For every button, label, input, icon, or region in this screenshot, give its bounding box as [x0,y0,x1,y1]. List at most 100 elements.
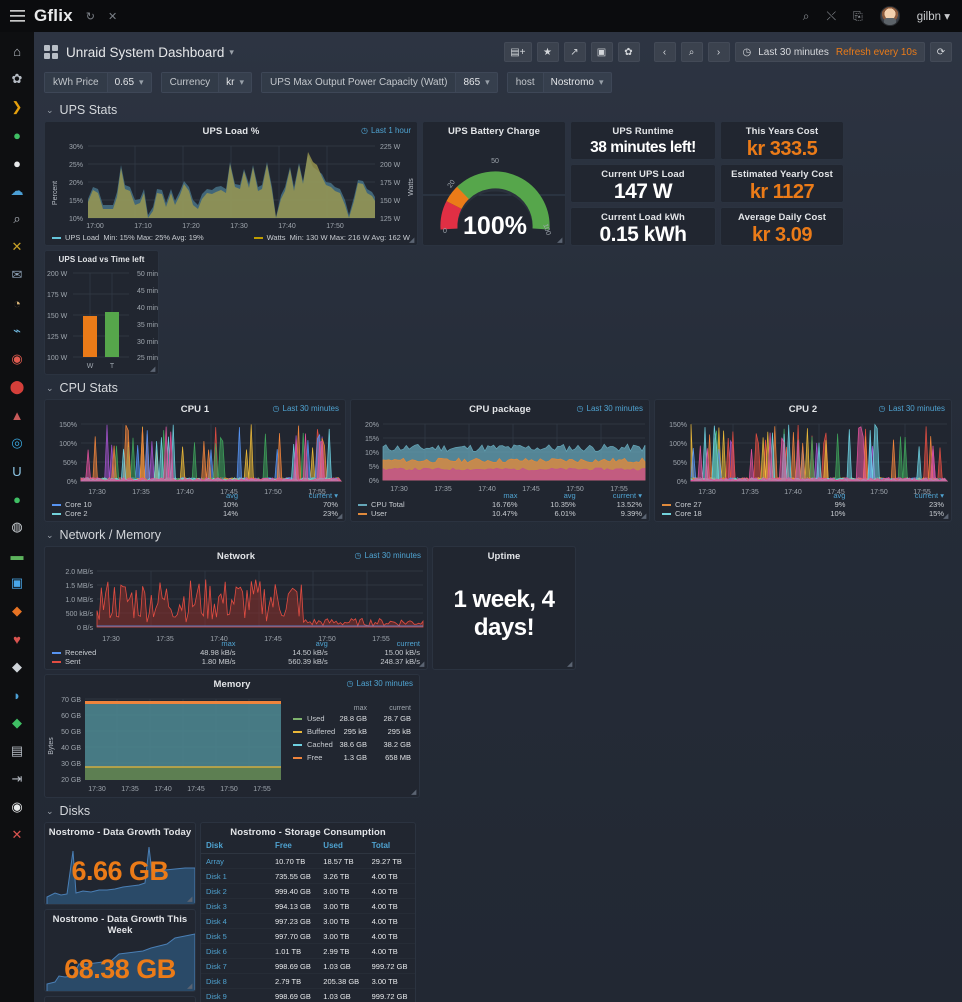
sidebar-item-tautulli[interactable]: ◔ [13,295,21,311]
panel-ups-runtime[interactable]: UPS Runtime 38 minutes left! [570,121,716,160]
row-header-ups-stats[interactable]: ⌄ UPS Stats [34,97,962,121]
panel-uptime[interactable]: Uptime 1 week, 4 days! ◢ [432,546,576,670]
resize-handle[interactable]: ◢ [409,237,415,244]
save-button[interactable]: ▣ [590,42,613,62]
resize-handle[interactable]: ◢ [419,661,425,668]
shuffle-icon[interactable]: ⤬ [826,8,837,23]
sidebar-item-disc[interactable]: ◍ [11,519,23,534]
panel-cpu1[interactable]: CPU 1 ◷ Last 30 minutes 150% 100% 50% 0% 17:… [44,399,346,522]
resize-handle[interactable]: ◢ [187,983,193,990]
resize-handle[interactable]: ◢ [187,896,193,903]
table-row[interactable]: Disk 6 1.01 TB 2.99 TB 4.00 TB [201,943,415,959]
sidebar-item-duck[interactable]: ● [13,491,21,507]
legend-row[interactable]: Core 18 10% 15% [661,509,945,518]
legend-header[interactable]: avg [833,491,846,500]
legend-row[interactable]: User 10.47% 6.01% 9.39% [357,509,643,518]
panel-estimated-yearly-cost[interactable]: Estimated Yearly Cost kr 1127 [720,164,844,203]
panel-ups-battery-charge[interactable]: UPS Battery Charge 50 20 0 100 100% ◢ [422,121,566,246]
resize-handle[interactable]: ◢ [641,513,647,520]
sidebar-item-alert[interactable]: ✕ [11,827,23,842]
resize-handle[interactable]: ◢ [557,237,563,244]
settings-button[interactable]: ✿ [617,42,640,62]
sidebar-item-graph[interactable]: ⌁ [13,323,21,338]
time-back-button[interactable]: ‹ [653,42,676,62]
table-row[interactable]: Disk 7 998.69 GB 1.03 GB 999.72 GB [201,958,415,974]
legend-item[interactable]: UPS Load Min: 15% Max: 25% Avg: 19% [51,233,228,242]
table-row[interactable]: Disk 4 997.23 GB 3.00 TB 4.00 TB [201,913,415,929]
sidebar-item-heart[interactable]: ♥ [13,631,21,647]
resize-handle[interactable]: ◢ [943,513,949,520]
sidebar-item-settings[interactable]: ✿ [11,71,23,86]
sidebar-item-handbrake[interactable]: U [12,463,22,479]
sidebar-item-pin[interactable]: ⬤ [9,379,25,394]
row-header-network-memory[interactable]: ⌄ Network / Memory [34,522,962,546]
panel-memory[interactable]: Memory ◷ Last 30 minutes 70 GB 60 GB 50 GB 4… [44,674,420,798]
legend-row[interactable]: CPU Total 16.76% 10.35% 13.52% [357,500,643,509]
variable-kwh-price[interactable]: kWh Price 0.65 ▾ [44,72,152,93]
panel-storage-consumption[interactable]: Nostromo - Storage Consumption Disk Free U… [200,822,416,1002]
variable-host[interactable]: host Nostromo ▾ [506,72,612,93]
legend-item[interactable]: Watts Min: 130 W Max: 216 W Avg: 162 W [228,233,411,242]
add-panel-button[interactable]: ▤+ [504,42,532,62]
sidebar-item-deluge[interactable]: ▬ [10,547,24,563]
row-header-disks[interactable]: ⌄ Disks [34,798,962,822]
username-label[interactable]: gilbn ▾ [917,9,950,23]
time-forward-button[interactable]: › [707,42,730,62]
sidebar-item-search[interactable]: ⌕ [13,211,21,226]
legend-header[interactable]: current ▾ [612,491,642,500]
panel-growth-month[interactable]: Nostromo - Data Growth This Month 178.64… [44,996,196,1002]
panel-growth-today[interactable]: Nostromo - Data Growth Today 6.66 GB ◢ [44,822,196,905]
legend-row[interactable]: Received 48.98 kB/s 14.50 kB/s 15.00 kB/s [51,648,421,657]
page-title[interactable]: Unraid System Dashboard [66,44,225,60]
legend-header[interactable]: current ▾ [308,491,338,500]
table-row[interactable]: Disk 3 994.13 GB 3.00 TB 4.00 TB [201,898,415,914]
variable-value[interactable]: 865 ▾ [456,77,496,88]
legend-header[interactable]: current ▾ [914,491,944,500]
panel-ups-load-vs-time[interactable]: UPS Load vs Time left 200 W 175 W 150 W 125… [44,250,159,375]
star-button[interactable]: ★ [536,42,559,62]
sidebar-item-bazarr[interactable]: ✕ [11,239,23,254]
storage-table[interactable]: Disk Free Used Total Array 10.70 TB 18.57 TB 2… [201,838,415,1002]
table-row[interactable]: Array 10.70 TB 18.57 TB 29.27 TB [201,853,415,869]
chevron-down-icon[interactable]: ▾ [229,46,234,57]
refresh-button[interactable]: ⟳ [930,42,952,62]
sidebar-item-netdata[interactable]: ◎ [11,435,23,450]
variable-currency[interactable]: Currency kr ▾ [160,72,253,93]
sidebar-item-logout[interactable]: ⇥ [11,771,23,786]
sidebar-item-radarr[interactable]: ● [13,155,21,171]
legend-row[interactable]: Sent 1.80 MB/s 560.39 kB/s 248.37 kB/s [51,657,421,666]
sidebar-item-mail[interactable]: ✉ [11,267,23,282]
legend-row[interactable]: Core 10 10% 70% [51,500,339,509]
legend-row[interactable]: Core 27 9% 23% [661,500,945,509]
time-range-picker[interactable]: ◷ Last 30 minutes Refresh every 10s [734,42,925,62]
sidebar-item-book[interactable]: ▤ [10,743,24,758]
sidebar-item-water[interactable]: ◗ [13,687,21,703]
table-row[interactable]: Disk 8 2.79 TB 205.38 GB 3.00 TB [201,973,415,989]
close-tab-icon[interactable]: ✕ [108,10,118,23]
sidebar-item-sonarr[interactable]: ● [13,127,21,143]
row-header-cpu-stats[interactable]: ⌄ CPU Stats [34,375,962,399]
table-row[interactable]: Disk 2 999.40 GB 3.00 TB 4.00 TB [201,883,415,899]
panel-current-load-kwh[interactable]: Current Load kWh 0.15 kWh [570,207,716,246]
table-column-header[interactable]: Used [318,838,367,854]
table-column-header[interactable]: Disk [201,838,270,854]
variable-value[interactable]: kr ▾ [219,77,251,88]
share-button[interactable]: ↗ [563,42,586,62]
table-row[interactable]: Disk 1 735.55 GB 3.26 TB 4.00 TB [201,868,415,884]
refresh-tab-icon[interactable]: ↻ [85,10,96,23]
legend-header[interactable]: current [396,639,420,648]
resize-handle[interactable]: ◢ [337,513,343,520]
app-brand[interactable]: Gflix [34,6,73,25]
panel-network[interactable]: Network ◷ Last 30 minutes 2.0 MB/s 1.5 MB/… [44,546,428,670]
table-column-header[interactable]: Free [269,838,319,854]
sidebar-item-sub[interactable]: ◆ [12,715,22,730]
legend-row[interactable]: Core 2 14% 23% [51,509,339,518]
panel-cpu2[interactable]: CPU 2 ◷ Last 30 minutes 150% 100% 50% 0% 17:… [654,399,952,522]
legend-header[interactable]: avg [225,491,239,500]
panel-ups-load[interactable]: UPS Load % ◷ Last 1 hour 30% 25% 20% 15% 10% … [44,121,418,246]
panel-this-years-cost[interactable]: This Years Cost kr 333.5 [720,121,844,160]
panel-cpu-package[interactable]: CPU package ◷ Last 30 minutes 20% 15% 10% 5%… [350,399,650,522]
table-column-header[interactable]: Total [366,838,415,854]
legend-header[interactable]: max [221,639,236,648]
variable-ups-capacity[interactable]: UPS Max Output Power Capacity (Watt) 865… [261,72,498,93]
